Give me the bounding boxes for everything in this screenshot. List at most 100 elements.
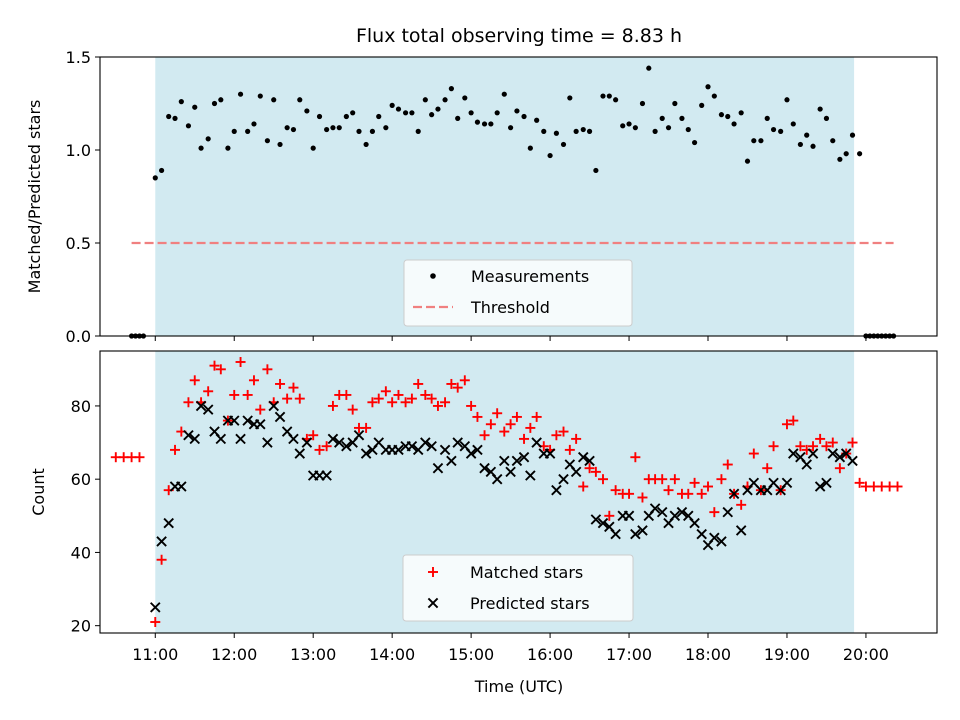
predicted-star-point-b xyxy=(735,525,747,536)
predicted-star-point-b xyxy=(827,448,839,459)
matched-star-point xyxy=(663,485,674,496)
measurement-point xyxy=(178,99,184,105)
predicted-star-point-b xyxy=(518,451,530,463)
matched-star-point xyxy=(485,419,496,430)
measurement-point xyxy=(455,115,461,121)
matched-star-point xyxy=(519,433,530,444)
legend-label-measurements: Measurements xyxy=(471,267,589,286)
predicted-star-point xyxy=(353,429,365,441)
matched-star-point xyxy=(815,433,826,444)
matched-star-point xyxy=(466,400,477,411)
predicted-star-point xyxy=(195,400,207,412)
predicted-star-point xyxy=(321,470,332,481)
measurement-point xyxy=(567,95,573,101)
matched-star-point xyxy=(327,400,338,411)
measurement-point xyxy=(316,113,323,120)
measurement-point xyxy=(626,121,632,127)
measurement-point xyxy=(659,115,665,121)
measurement-point xyxy=(711,93,717,99)
matched-star-point xyxy=(215,364,226,375)
measurement-point xyxy=(857,151,863,157)
predicted-star-point xyxy=(439,444,451,456)
matched-star-point xyxy=(235,356,246,367)
matched-star-point xyxy=(400,397,411,408)
measurement-point xyxy=(231,128,237,134)
predicted-star-point xyxy=(499,455,510,467)
measurement-point xyxy=(580,126,586,133)
matched-star-point xyxy=(808,441,819,452)
measurement-point xyxy=(541,128,547,134)
predicted-star-point xyxy=(288,433,299,445)
measurement-point xyxy=(277,141,283,148)
matched-star-point xyxy=(709,507,720,518)
predicted-star-point-b xyxy=(459,440,471,452)
measurement-point xyxy=(778,128,784,134)
predicted-star-point-b xyxy=(420,437,431,448)
matched-star-point xyxy=(827,437,838,448)
top-axes-frame xyxy=(99,56,938,337)
predicted-star-point-b xyxy=(215,433,227,445)
matched-star-point xyxy=(505,419,516,430)
predicted-star-point-b xyxy=(564,459,576,470)
predicted-star-point-b xyxy=(551,484,562,496)
predicted-star-point-b xyxy=(439,444,451,456)
predicted-star-point xyxy=(788,448,799,459)
predicted-star-point xyxy=(274,411,286,423)
predicted-star-point xyxy=(669,510,681,522)
top-y-tick-label: 0.5 xyxy=(66,234,91,253)
predicted-star-point xyxy=(531,437,542,448)
measurement-point xyxy=(205,136,211,142)
matched-star-point xyxy=(736,499,747,510)
measurement-point xyxy=(218,97,224,103)
top-y-tick-label: 1.0 xyxy=(66,141,91,160)
predicted-star-point-b xyxy=(333,437,345,448)
predicted-star-point xyxy=(505,466,516,478)
matched-star-point xyxy=(255,404,266,415)
matched-star-point xyxy=(531,411,542,422)
bottom-legend-keys xyxy=(427,567,439,609)
measurement-point xyxy=(521,113,527,120)
matched-star-point xyxy=(242,389,253,400)
predicted-star-point-b xyxy=(341,440,352,452)
predicted-star-point xyxy=(709,532,720,544)
matched-star-point xyxy=(472,411,483,422)
measurement-point xyxy=(363,141,369,148)
matched-star-point xyxy=(134,452,145,463)
measurement-point xyxy=(679,115,685,121)
predicted-star-point xyxy=(228,415,240,426)
predicted-star-point xyxy=(676,506,688,518)
measurement-point xyxy=(468,110,474,116)
matched-star-point xyxy=(183,397,194,408)
measurement-point xyxy=(474,119,481,125)
measurement-point xyxy=(442,97,448,103)
predicted-star-point xyxy=(150,602,161,613)
predicted-star-point-b xyxy=(150,602,161,613)
predicted-star-point xyxy=(807,448,819,459)
measurement-point xyxy=(166,113,172,120)
matched-star-point xyxy=(847,437,858,448)
predicted-star-point xyxy=(649,503,661,514)
predicted-star-point-b xyxy=(768,477,779,489)
bottom-y-tick-label: 40 xyxy=(71,543,91,562)
measurement-point xyxy=(639,100,646,107)
measurement-point xyxy=(573,128,579,134)
matched-star-point xyxy=(209,360,220,371)
predicted-star-point-b xyxy=(262,437,273,448)
measurement-point xyxy=(422,97,428,103)
measurement-point xyxy=(823,115,830,121)
bottom-y-tick-label: 60 xyxy=(71,470,91,489)
matched-star-point xyxy=(558,426,569,437)
predicted-star-point xyxy=(262,437,273,448)
matched-star-point xyxy=(393,389,404,400)
measurement-point xyxy=(435,106,441,112)
matched-star-point xyxy=(630,452,641,463)
measurement-point xyxy=(343,113,349,120)
ratio-panel: 0.0 0.5 1.0 1.5 Matched/Predicted stars Mea… xyxy=(25,48,938,346)
predicted-star-point xyxy=(722,506,734,518)
matched-star-point xyxy=(229,389,240,400)
predicted-star-point-b xyxy=(426,440,437,452)
predicted-star-point-b xyxy=(649,503,661,514)
matched-star-point xyxy=(321,441,332,452)
measurement-point xyxy=(304,108,310,114)
